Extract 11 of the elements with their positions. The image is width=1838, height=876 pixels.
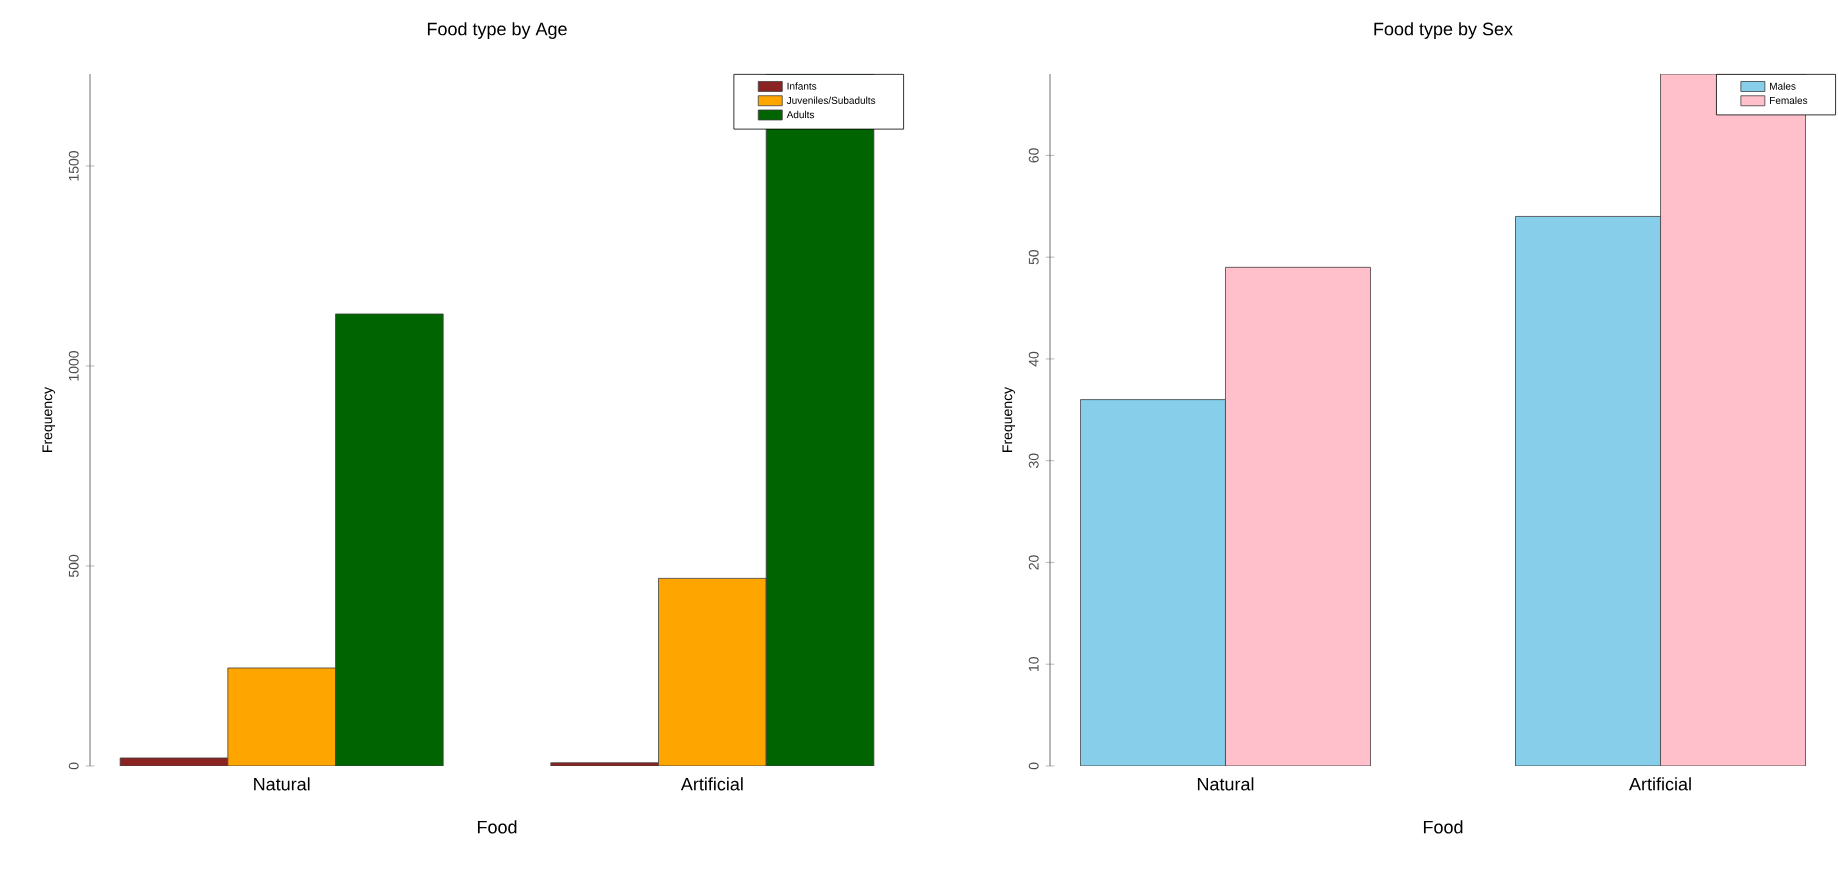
x-tick-label: Artificial (1629, 777, 1691, 791)
bar (335, 313, 444, 766)
bar (227, 667, 336, 766)
x-tick-label: Natural (254, 777, 310, 791)
x-axis-title: Food (477, 820, 517, 834)
x-tick-label: Natural (1197, 777, 1254, 791)
chart-title: Food type by Sex (1374, 22, 1513, 39)
x-axis-title: Food (1423, 820, 1463, 834)
bar (658, 577, 767, 766)
chart-title: Food type by Age (427, 22, 567, 39)
x-tick-label: Artificial (680, 777, 743, 791)
